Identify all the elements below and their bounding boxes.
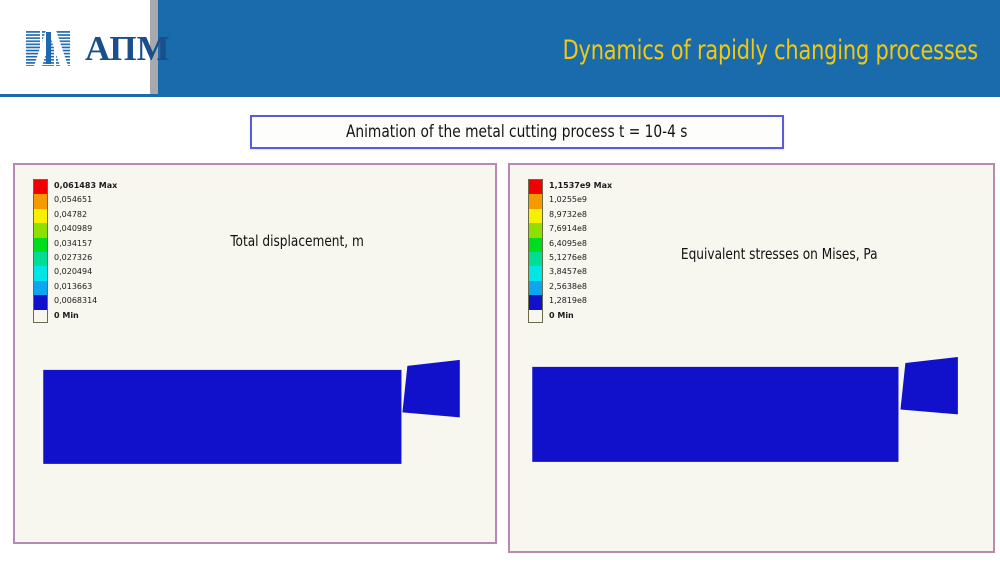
legend-label: 0,013663	[54, 281, 93, 291]
legend-label: 7,6914e8	[549, 224, 588, 234]
legend-swatch	[34, 180, 47, 195]
legend-label: 0,054651	[54, 195, 93, 205]
legend-swatch	[529, 251, 542, 267]
legend-swatch	[529, 223, 542, 238]
legend-swatch	[34, 237, 47, 252]
apm-logo: АПМ	[24, 28, 170, 68]
legend-swatch	[34, 266, 47, 281]
legend-label-max: 0,061483 Max	[54, 181, 118, 190]
page-header: АПМ Dynamics of rapidly changing process…	[0, 0, 1000, 97]
legend-label: 6,4095e8	[549, 238, 588, 248]
header-blue-band	[580, 0, 1000, 94]
legend-label: 0,040989	[54, 224, 93, 234]
legend-label: 0,04782	[54, 209, 88, 219]
legend-label: 0,027326	[54, 252, 93, 262]
subtitle-box: Animation of the metal cutting process t…	[250, 115, 784, 149]
panel-title-total-displacement: Total displacement, m	[230, 232, 364, 250]
legend-total-displacement: 0,061483 Max 0,054651 0,04782 0,040989 0…	[33, 179, 117, 323]
legend-swatch	[529, 194, 542, 209]
legend-label: 5,1276e8	[549, 252, 588, 262]
legend-color-ramp	[528, 179, 543, 323]
legend-label: 8,9732e8	[549, 209, 588, 219]
header-bottom-rule	[0, 94, 1000, 97]
page-title: Dynamics of rapidly changing processes	[562, 35, 979, 66]
legend-swatch	[34, 208, 47, 224]
legend-label-min: 0 Min	[54, 310, 79, 320]
legend-swatch	[529, 180, 542, 195]
panel-equivalent-stresses: 1,1537e9 Max 1,0255e9 8,9732e8 7,6914e8 …	[508, 163, 995, 553]
legend-swatch	[34, 251, 47, 267]
legend-label: 3,8457e8	[549, 267, 588, 277]
legend-label: 0,034157	[54, 238, 93, 248]
panel-title-equivalent-stresses: Equivalent stresses on Mises, Pa	[680, 245, 878, 263]
legend-label-max: 1,1537e9 Max	[549, 181, 613, 190]
legend-label-min: 0 Min	[549, 310, 574, 320]
legend-swatch	[529, 295, 542, 310]
legend-color-ramp	[33, 179, 48, 323]
legend-label: 0,0068314	[54, 296, 98, 306]
subtitle-text: Animation of the metal cutting process t…	[346, 122, 688, 142]
legend-swatch	[529, 280, 542, 296]
logo-text: АПМ	[85, 28, 170, 68]
panel-total-displacement: 0,061483 Max 0,054651 0,04782 0,040989 0…	[13, 163, 497, 544]
legend-label: 0,020494	[54, 267, 93, 277]
legend-swatch	[529, 266, 542, 281]
apm-logo-mark-icon	[24, 28, 76, 68]
legend-swatch	[34, 295, 47, 310]
legend-swatch	[34, 223, 47, 238]
legend-swatch	[529, 208, 542, 224]
legend-swatch	[34, 194, 47, 209]
legend-label: 1,0255e9	[549, 195, 588, 205]
legend-labels: 1,1537e9 Max 1,0255e9 8,9732e8 7,6914e8 …	[549, 179, 612, 323]
legend-label: 2,5638e8	[549, 281, 588, 291]
legend-swatch	[34, 280, 47, 296]
legend-equivalent-stresses: 1,1537e9 Max 1,0255e9 8,9732e8 7,6914e8 …	[528, 179, 612, 323]
legend-labels: 0,061483 Max 0,054651 0,04782 0,040989 0…	[54, 179, 117, 323]
legend-label: 1,2819e8	[549, 296, 588, 306]
legend-swatch	[529, 237, 542, 252]
